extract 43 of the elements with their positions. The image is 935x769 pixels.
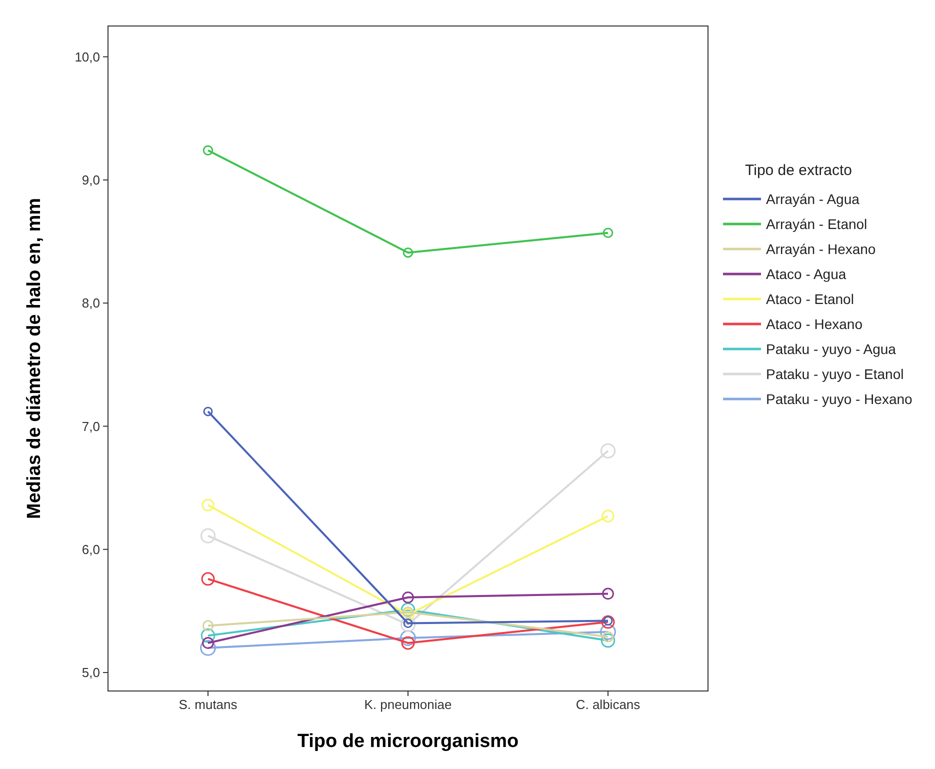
x-tick-label: C. albicans <box>576 697 641 712</box>
point <box>200 628 216 643</box>
x-tick-label: S. mutans <box>178 697 238 712</box>
point <box>202 145 214 156</box>
point <box>202 498 214 512</box>
legend-label: Pataku - yuyo - Etanol <box>766 366 904 382</box>
point <box>600 443 616 458</box>
legend-label: Pataku - yuyo - Hexano <box>766 390 913 407</box>
legend-label: Ataco - Agua <box>766 266 846 282</box>
point <box>202 620 214 632</box>
legend-label: Arrayán - Etanol <box>766 216 868 232</box>
point <box>602 588 614 600</box>
legend-label: Ataco - Hexano <box>766 316 863 332</box>
point <box>402 608 414 621</box>
legend-label: Arrayán - Agua <box>766 190 860 207</box>
y-tick-label: 7,0 <box>82 418 100 434</box>
point <box>402 591 414 604</box>
point <box>602 510 614 522</box>
point <box>601 615 615 629</box>
point <box>200 528 216 544</box>
y-tick-label: 10,0 <box>74 49 100 64</box>
y-tick-label: 9,0 <box>82 172 100 188</box>
point <box>203 406 213 416</box>
point <box>602 228 614 238</box>
legend-label: Arrayán - Hexano <box>766 240 876 257</box>
y-tick-label: 5,0 <box>82 665 100 680</box>
x-tick-label: K. pneumoniae <box>364 697 452 712</box>
point <box>200 640 216 656</box>
legend-label: Ataco - Etanol <box>766 290 854 307</box>
y-axis-title: Medias de diámetro de halo en, mm <box>24 198 45 519</box>
point <box>401 636 415 650</box>
point <box>400 630 416 646</box>
x-axis-title: Tipo de microorganismo <box>297 731 519 752</box>
point <box>400 616 416 632</box>
point <box>600 624 616 640</box>
legend-label: Pataku - yuyo - Agua <box>766 340 896 357</box>
point <box>201 572 215 586</box>
y-tick-label: 8,0 <box>82 296 100 311</box>
point <box>600 633 616 648</box>
point <box>402 606 414 618</box>
y-tick-label: 6,0 <box>82 542 100 557</box>
point <box>402 247 414 258</box>
legend-title: Tipo de extracto <box>745 162 852 179</box>
